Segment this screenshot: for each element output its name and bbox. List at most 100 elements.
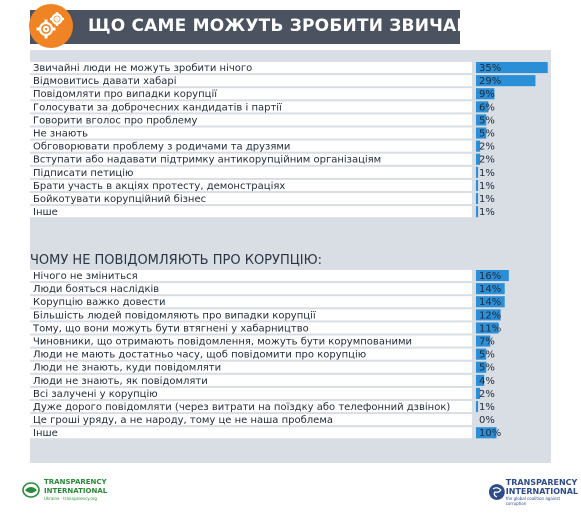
- row-label: Дуже дорого повідомляти (через витрати н…: [33, 401, 450, 413]
- row-background: [30, 348, 472, 360]
- value-label: 14%: [479, 284, 501, 295]
- row-label: Говорити вголос про проблему: [33, 115, 197, 126]
- row-background: [30, 270, 472, 282]
- row-label: Інше: [33, 428, 58, 439]
- bar: [476, 427, 497, 439]
- row-background: [30, 193, 472, 205]
- section-title-1: ЧОМУ НЕ ПОВІДОМЛЯЮТЬ ПРО КОРУПЦІЮ:: [30, 253, 322, 268]
- bar: [476, 322, 499, 334]
- row-label: Тому, що вони можуть бути втягнені у хаб…: [32, 322, 309, 334]
- bar: [476, 179, 479, 191]
- row-background: [30, 166, 472, 178]
- row-background: [30, 387, 472, 399]
- row-background: [30, 75, 472, 87]
- row-background: [30, 140, 472, 152]
- value-label: 35%: [479, 63, 501, 74]
- row-background: [30, 414, 472, 426]
- value-label: 6%: [479, 102, 495, 113]
- value-label: 1%: [479, 168, 495, 179]
- ti-globe-logo-icon: [488, 484, 505, 500]
- bar: [476, 296, 505, 308]
- row-label: Повідомляти про випадки корупції: [33, 88, 217, 100]
- row-label: Люди не знають, як повідомляти: [33, 375, 208, 387]
- row-label: Нічого не зміниться: [33, 270, 138, 282]
- row-label: Всі залучені у корупцію: [33, 388, 158, 400]
- bar: [476, 361, 487, 373]
- row-background: [30, 101, 472, 113]
- row-background: [30, 309, 472, 321]
- row-background: [30, 335, 472, 347]
- row-label: Звичайні люди не можуть зробити нічого: [33, 62, 252, 74]
- bar: [476, 88, 495, 100]
- title-bar: [30, 10, 460, 44]
- left-logo-tagline: Ukraine · transparency.org: [44, 496, 97, 501]
- ti-ukraine-logo-icon: [22, 481, 40, 498]
- row-label: Люди бояться наслідків: [33, 283, 159, 295]
- bar: [476, 114, 487, 126]
- value-label: 14%: [479, 297, 501, 308]
- row-background: [30, 296, 472, 308]
- row-label: Це гроші уряду, а не народу, тому це не …: [33, 414, 333, 426]
- right-logo-line2: INTERNATIONAL: [505, 487, 579, 496]
- right-logo-line1: TRANSPARENCY: [505, 478, 578, 487]
- bar: [476, 374, 485, 386]
- row-label: Відмовитись давати хабарі: [33, 75, 177, 87]
- row-label: Чиновники, що отримають повідомлення, мо…: [33, 336, 412, 348]
- value-label: 1%: [479, 402, 495, 413]
- value-label: 11%: [479, 323, 501, 334]
- bar: [476, 101, 489, 113]
- value-label: 10%: [479, 428, 501, 439]
- value-label: 1%: [479, 207, 495, 218]
- right-logo-tagline: the global coalition against corruption: [505, 496, 561, 506]
- value-label: 5%: [479, 115, 495, 126]
- row-background: [30, 283, 472, 295]
- value-label: 29%: [479, 76, 501, 87]
- row-background: [30, 206, 472, 218]
- row-background: [30, 374, 472, 386]
- value-label: 2%: [479, 142, 495, 153]
- row-label: Голосувати за доброчесних кандидатів і п…: [33, 101, 282, 113]
- row-label: Корупцію важко довести: [33, 296, 165, 308]
- row-background: [30, 401, 472, 413]
- row-label: Обговорювати проблему з родичами та друз…: [33, 142, 290, 153]
- header: ЩО САМЕ МОЖУТЬ ЗРОБИТИ ЗВИЧАЙНІ ЛЮДИ:: [0, 4, 581, 50]
- value-label: 0%: [479, 415, 495, 426]
- value-label: 5%: [479, 350, 495, 361]
- value-label: 2%: [479, 155, 495, 166]
- bar: [476, 335, 491, 347]
- bar: [476, 309, 501, 321]
- value-label: 7%: [479, 337, 495, 348]
- row-label: Брати участь в акціях протесту, демонстр…: [33, 180, 285, 192]
- bar: [476, 75, 536, 87]
- value-label: 5%: [479, 129, 495, 140]
- row-background: [30, 322, 472, 334]
- bar: [476, 348, 487, 360]
- bar: [476, 127, 487, 139]
- row-background: [30, 127, 472, 139]
- row-background: [30, 88, 472, 100]
- value-label: 1%: [479, 181, 495, 192]
- bar: [476, 193, 479, 205]
- bar: [476, 283, 505, 295]
- value-label: 1%: [479, 194, 495, 205]
- value-label: 16%: [479, 271, 501, 282]
- row-background: [30, 153, 472, 165]
- row-label: Не знають: [33, 129, 88, 140]
- row-background: [30, 427, 472, 439]
- left-logo-line1: TRANSPARENCY: [44, 478, 107, 486]
- gears-icon: [29, 4, 73, 48]
- row-label: Підписати петицію: [33, 167, 133, 179]
- row-background: [30, 114, 472, 126]
- value-label: 2%: [479, 389, 495, 400]
- row-label: Люди не знають, куди повідомляти: [33, 362, 221, 374]
- chart: Звичайні люди не можуть зробити нічого 35…: [30, 62, 548, 439]
- value-label: 5%: [479, 363, 495, 374]
- ti-global-logo: TRANSPARENCY INTERNATIONAL the global co…: [488, 478, 581, 506]
- bar: [476, 62, 548, 74]
- row-background: [30, 361, 472, 373]
- bar: [476, 140, 481, 152]
- value-label: 12%: [479, 310, 501, 321]
- bar: [476, 206, 479, 218]
- chart-panel: Звичайні люди не можуть зробити нічого 35…: [30, 50, 551, 463]
- bar: [476, 153, 481, 165]
